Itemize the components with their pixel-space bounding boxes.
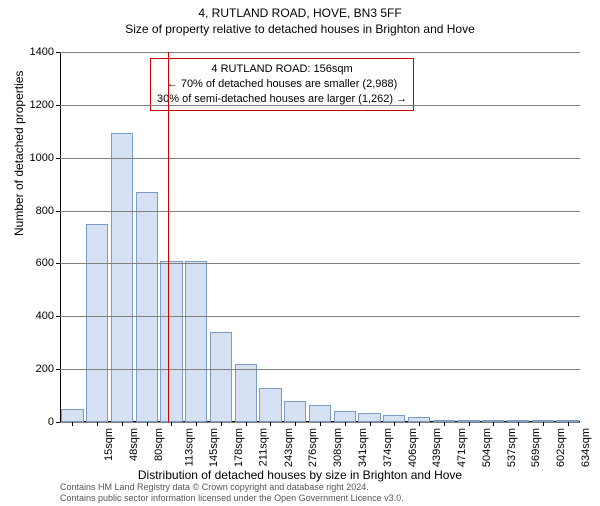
histogram-bar — [160, 261, 182, 422]
x-tick-label: 276sqm — [308, 428, 320, 467]
x-tick-label: 243sqm — [283, 428, 295, 467]
y-tick — [56, 158, 60, 159]
gridline — [60, 211, 580, 212]
x-tick — [270, 422, 271, 426]
x-tick-label: 113sqm — [183, 428, 195, 466]
x-tick-label: 439sqm — [431, 428, 443, 467]
x-tick — [469, 422, 470, 426]
plot-area: 4 RUTLAND ROAD: 156sqm ← 70% of detached… — [60, 52, 580, 422]
x-tick — [394, 422, 395, 426]
y-tick — [56, 316, 60, 317]
histogram-bar — [259, 388, 281, 422]
y-tick-label: 200 — [14, 363, 54, 375]
x-tick-label: 374sqm — [382, 428, 394, 467]
y-tick — [56, 211, 60, 212]
y-tick-label: 600 — [14, 257, 54, 269]
x-tick-label: 537sqm — [506, 428, 518, 467]
y-tick-label: 800 — [14, 205, 54, 217]
x-tick-label: 80sqm — [153, 428, 165, 461]
x-tick — [171, 422, 172, 426]
histogram-bar — [358, 413, 380, 422]
gridline — [60, 369, 580, 370]
callout-line1: 4 RUTLAND ROAD: 156sqm — [157, 62, 407, 77]
x-tick — [147, 422, 148, 426]
x-tick-label: 569sqm — [530, 428, 542, 467]
histogram-bar — [86, 224, 108, 422]
y-tick — [56, 369, 60, 370]
attribution: Contains HM Land Registry data © Crown c… — [60, 482, 404, 504]
histogram-bar — [284, 401, 306, 422]
y-tick-label: 400 — [14, 310, 54, 322]
x-tick-label: 211sqm — [257, 428, 269, 466]
x-tick — [444, 422, 445, 426]
x-tick — [543, 422, 544, 426]
gridline — [60, 263, 580, 264]
gridline — [60, 105, 580, 106]
x-tick — [97, 422, 98, 426]
y-tick — [56, 422, 60, 423]
histogram-bar — [235, 364, 257, 422]
x-tick — [246, 422, 247, 426]
x-tick — [122, 422, 123, 426]
callout-line2: ← 70% of detached houses are smaller (2,… — [157, 77, 407, 92]
x-tick-label: 602sqm — [555, 428, 567, 467]
gridline — [60, 158, 580, 159]
gridline — [60, 52, 580, 53]
attribution-line1: Contains HM Land Registry data © Crown c… — [60, 482, 404, 493]
histogram-bar — [61, 409, 83, 422]
x-tick-label: 178sqm — [233, 428, 245, 467]
x-tick-label: 341sqm — [357, 428, 369, 467]
x-tick-label: 145sqm — [209, 428, 221, 467]
x-tick — [370, 422, 371, 426]
y-tick-label: 1000 — [14, 152, 54, 164]
x-tick — [72, 422, 73, 426]
y-tick-label: 1400 — [14, 46, 54, 58]
chart-container: 4, RUTLAND ROAD, HOVE, BN3 5FF Size of p… — [0, 6, 600, 506]
x-tick-label: 406sqm — [407, 428, 419, 467]
x-tick — [493, 422, 494, 426]
x-tick — [345, 422, 346, 426]
x-tick-label: 634sqm — [580, 428, 592, 467]
histogram-bar — [383, 415, 405, 422]
x-tick — [196, 422, 197, 426]
x-tick-label: 308sqm — [332, 428, 344, 467]
x-tick — [295, 422, 296, 426]
histogram-bar — [111, 133, 133, 422]
x-tick — [518, 422, 519, 426]
x-tick — [568, 422, 569, 426]
y-tick — [56, 105, 60, 106]
y-tick-label: 0 — [14, 416, 54, 428]
gridline — [60, 316, 580, 317]
histogram-bar — [309, 405, 331, 422]
histogram-bar — [210, 332, 232, 422]
chart-subtitle: Size of property relative to detached ho… — [0, 22, 600, 36]
chart-title: 4, RUTLAND ROAD, HOVE, BN3 5FF — [0, 6, 600, 20]
x-tick — [320, 422, 321, 426]
histogram-bar — [334, 411, 356, 422]
x-tick — [221, 422, 222, 426]
x-tick-label: 504sqm — [481, 428, 493, 467]
x-tick-label: 15sqm — [103, 428, 115, 461]
x-axis-label: Distribution of detached houses by size … — [0, 468, 600, 482]
marker-line — [168, 52, 169, 422]
y-tick-label: 1200 — [14, 99, 54, 111]
x-tick-label: 471sqm — [456, 428, 468, 467]
attribution-line2: Contains public sector information licen… — [60, 493, 404, 504]
y-tick — [56, 263, 60, 264]
y-tick — [56, 52, 60, 53]
histogram-bar — [185, 261, 207, 422]
x-tick — [419, 422, 420, 426]
histogram-bar — [136, 192, 158, 422]
marker-callout: 4 RUTLAND ROAD: 156sqm ← 70% of detached… — [150, 58, 414, 111]
x-tick-label: 48sqm — [128, 428, 140, 461]
